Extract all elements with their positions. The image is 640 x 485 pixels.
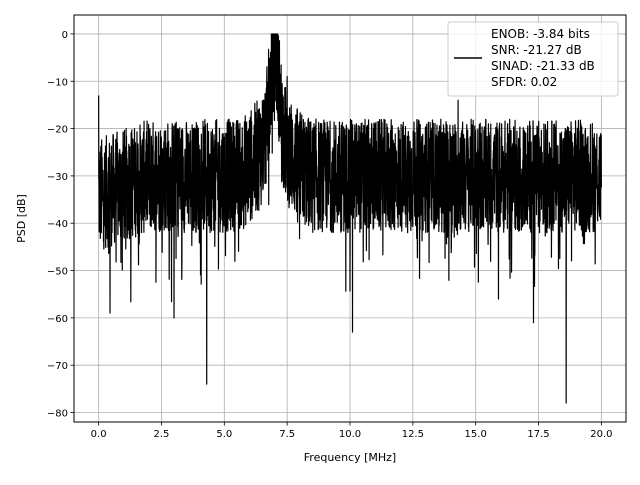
y-tick-label: −40 [47, 219, 68, 230]
y-tick-label: −30 [47, 172, 68, 183]
x-axis-ticks: 0.0 2.5 5.0 7.5 10.0 12.5 15.0 17.5 20.0 [91, 422, 612, 440]
x-tick-label: 5.0 [216, 429, 232, 440]
x-tick-label: 17.5 [527, 429, 549, 440]
legend-entry-enob: ENOB: -3.84 bits [491, 27, 590, 41]
y-axis-ticks: 0 −10 −20 −30 −40 −50 −60 −70 −80 [47, 30, 74, 420]
legend: ENOB: -3.84 bits SNR: -21.27 dB SINAD: -… [447, 21, 619, 97]
x-tick-label: 15.0 [465, 429, 487, 440]
y-tick-label: −10 [47, 77, 68, 88]
x-tick-label: 7.5 [279, 429, 295, 440]
x-tick-label: 12.5 [402, 429, 424, 440]
legend-entry-sinad: SINAD: -21.33 dB [491, 59, 595, 73]
x-axis-label: Frequency [MHz] [304, 451, 396, 464]
legend-entry-sfdr: SFDR: 0.02 [491, 75, 557, 89]
y-tick-label: −20 [47, 125, 68, 136]
psd-series-line [98, 33, 602, 404]
y-axis-label: PSD [dB] [15, 194, 28, 243]
y-tick-label: 0 [62, 30, 68, 41]
x-tick-label: 2.5 [154, 429, 170, 440]
y-tick-label: −60 [47, 314, 68, 325]
x-tick-label: 20.0 [590, 429, 612, 440]
x-tick-label: 10.0 [339, 429, 361, 440]
series-layer [98, 33, 602, 404]
y-tick-label: −50 [47, 267, 68, 278]
x-tick-label: 0.0 [91, 429, 107, 440]
legend-box [447, 21, 619, 97]
legend-entry-snr: SNR: -21.27 dB [491, 43, 582, 57]
y-tick-label: −70 [47, 361, 68, 372]
y-tick-label: −80 [47, 409, 68, 420]
